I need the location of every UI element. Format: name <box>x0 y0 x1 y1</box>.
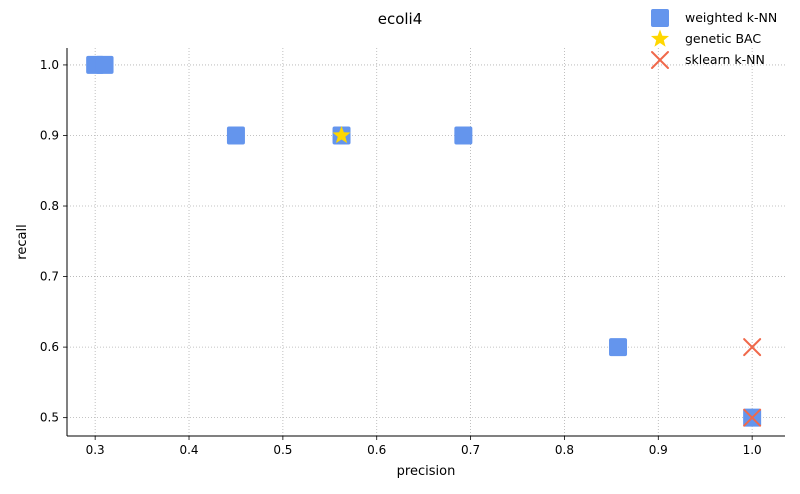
y-tick-label: 0.9 <box>40 128 59 142</box>
x-tick-label: 0.8 <box>555 443 574 457</box>
data-point-square <box>226 126 245 145</box>
legend-label: genetic BAC <box>685 31 761 46</box>
legend-item: weighted k-NN <box>651 9 777 27</box>
legend: weighted k-NN genetic BAC sklearn k-NN <box>650 9 777 69</box>
legend-marker-x <box>651 51 669 69</box>
y-tick-label: 0.5 <box>40 411 59 425</box>
x-axis-label: precision <box>397 464 456 479</box>
y-tick-label: 0.6 <box>40 340 59 354</box>
data-point-x <box>743 408 762 427</box>
x-ticks: 0.3 0.4 0.5 0.6 0.7 0.8 0.9 1.0 <box>86 436 762 457</box>
y-tick-label: 0.8 <box>40 199 59 213</box>
y-axis-label: recall <box>15 224 30 259</box>
y-tick-label: 0.7 <box>40 270 59 284</box>
data-point-square <box>95 55 114 74</box>
series-1 <box>332 125 351 144</box>
legend-marker-star <box>650 29 670 47</box>
legend-item: genetic BAC <box>650 29 761 47</box>
chart-title: ecoli4 <box>378 10 423 28</box>
legend-item: sklearn k-NN <box>651 51 765 69</box>
legend-label: sklearn k-NN <box>685 52 765 67</box>
x-tick-label: 0.7 <box>461 443 480 457</box>
x-tick-label: 0.5 <box>273 443 292 457</box>
data-point-star <box>332 125 351 144</box>
data-marks <box>86 55 762 427</box>
y-tick-label: 1.0 <box>40 58 59 72</box>
data-point-square <box>609 338 628 357</box>
x-tick-label: 0.9 <box>649 443 668 457</box>
y-ticks: 0.5 0.6 0.7 0.8 0.9 1.0 <box>40 58 67 425</box>
x-tick-label: 0.3 <box>86 443 105 457</box>
x-tick-label: 0.4 <box>179 443 198 457</box>
legend-label: weighted k-NN <box>685 10 777 25</box>
axes <box>66 48 785 437</box>
data-point-square <box>454 126 473 145</box>
series-2 <box>743 338 762 427</box>
data-point-x <box>743 338 762 357</box>
grid <box>67 48 785 436</box>
x-tick-label: 1.0 <box>743 443 762 457</box>
x-tick-label: 0.6 <box>367 443 386 457</box>
legend-marker-square <box>651 9 669 27</box>
series-0 <box>86 55 762 427</box>
